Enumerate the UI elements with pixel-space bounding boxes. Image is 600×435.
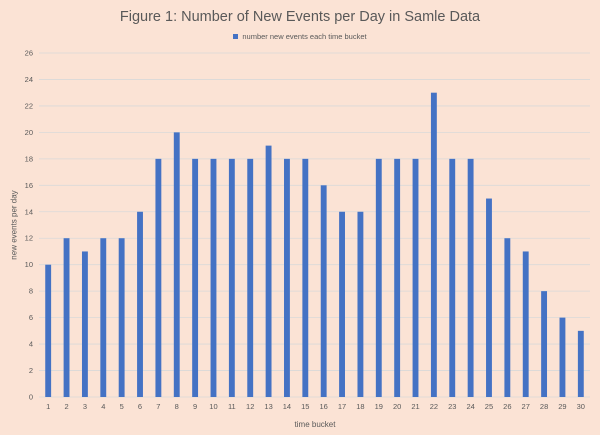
x-tick-label: 19 [375, 402, 383, 411]
bar [173, 132, 180, 397]
x-tick-label: 5 [120, 402, 124, 411]
legend-swatch [233, 34, 239, 39]
bar [247, 158, 254, 397]
y-tick-label: 18 [25, 154, 33, 163]
y-tick-label: 6 [29, 313, 33, 322]
x-tick-label: 28 [540, 402, 548, 411]
x-tick-label: 23 [448, 402, 456, 411]
bar [430, 92, 437, 397]
x-tick-label: 24 [466, 402, 474, 411]
y-tick-label: 4 [29, 340, 33, 349]
bar [118, 238, 125, 397]
x-tick-label: 1 [46, 402, 50, 411]
y-tick-label: 14 [25, 207, 33, 216]
y-tick-label: 22 [25, 101, 33, 110]
bar [302, 158, 309, 397]
bar [522, 251, 529, 397]
bar [192, 158, 199, 397]
x-tick-label: 9 [193, 402, 197, 411]
bar [45, 264, 52, 397]
bar [449, 158, 456, 397]
bar [375, 158, 382, 397]
x-tick-label: 17 [338, 402, 346, 411]
legend-label: number new events each time bucket [242, 32, 367, 41]
x-tick-label: 30 [577, 402, 585, 411]
bar [394, 158, 401, 397]
bar [155, 158, 162, 397]
y-tick-label: 24 [25, 75, 33, 84]
bar [559, 317, 566, 397]
bar [284, 158, 290, 397]
y-tick-label: 8 [29, 287, 33, 296]
bar [541, 291, 548, 397]
x-tick-label: 4 [101, 402, 105, 411]
bar [339, 211, 345, 397]
bar [228, 158, 235, 397]
bar [210, 158, 217, 397]
x-tick-label: 6 [138, 402, 142, 411]
bar [357, 211, 364, 397]
x-tick-label: 18 [356, 402, 364, 411]
bar [486, 198, 492, 397]
x-tick-label: 12 [246, 402, 254, 411]
chart-title: Figure 1: Number of New Events per Day i… [119, 9, 481, 25]
x-tick-label: 13 [264, 402, 272, 411]
x-tick-label: 22 [430, 402, 438, 411]
x-axis-label: time bucket [294, 420, 336, 429]
x-tick-label: 26 [503, 402, 511, 411]
x-tick-label: 2 [64, 402, 68, 411]
bar [63, 238, 70, 397]
y-tick-label: 16 [25, 181, 33, 190]
y-tick-label: 12 [25, 234, 33, 243]
bar [504, 238, 511, 397]
x-tick-label: 15 [301, 402, 309, 411]
bar [137, 211, 143, 397]
legend: number new events each time bucket [0, 32, 600, 41]
y-tick-label: 10 [25, 260, 33, 269]
bar [577, 330, 584, 397]
x-tick-label: 29 [558, 402, 566, 411]
y-tick-label: 20 [25, 128, 33, 137]
x-tick-label: 20 [393, 402, 401, 411]
x-tick-label: 3 [83, 402, 87, 411]
y-tick-label: 26 [25, 49, 33, 58]
x-tick-label: 27 [522, 402, 530, 411]
bar [81, 251, 88, 397]
x-tick-label: 25 [485, 402, 493, 411]
x-tick-label: 7 [156, 402, 160, 411]
x-tick-label: 10 [209, 402, 217, 411]
y-tick-label: 0 [29, 393, 33, 402]
x-tick-label: 11 [228, 402, 236, 411]
bar [265, 145, 272, 397]
x-tick-label: 21 [411, 402, 419, 411]
bar [412, 158, 419, 397]
x-tick-label: 8 [175, 402, 179, 411]
bar [467, 158, 474, 397]
x-tick-label: 14 [283, 402, 291, 411]
y-tick-label: 2 [29, 366, 33, 375]
bar [100, 238, 107, 397]
x-tick-label: 16 [320, 402, 328, 411]
bar [320, 185, 327, 397]
